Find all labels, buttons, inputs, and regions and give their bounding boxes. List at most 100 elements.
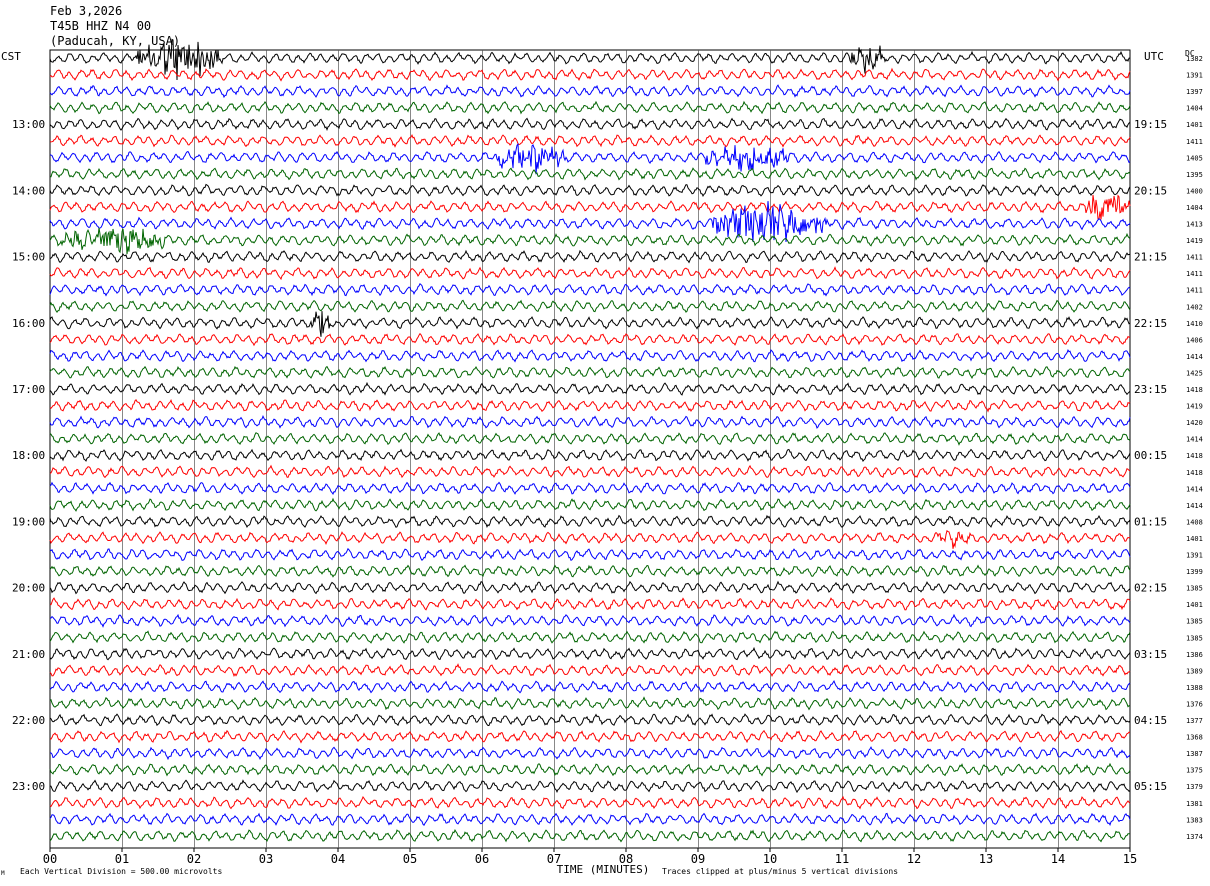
trace-46 <box>49 812 1131 827</box>
right-hour-label: 21:15 <box>1134 251 1167 264</box>
trace-16 <box>49 311 1131 337</box>
right-timezone-label: UTC <box>1144 50 1164 63</box>
x-tick-label: 04 <box>331 852 345 866</box>
trace-45 <box>49 795 1131 810</box>
trace-9 <box>49 194 1131 220</box>
dc-offset-label: 1401 <box>1186 535 1203 543</box>
trace-34 <box>49 613 1131 628</box>
clip-note: Traces clipped at plus/minus 5 vertical … <box>662 867 899 876</box>
dc-offset-label: 1379 <box>1186 783 1203 791</box>
trace-19 <box>49 365 1131 379</box>
dc-offset-label: 1418 <box>1186 386 1203 394</box>
dc-offset-label: 1399 <box>1186 568 1203 576</box>
dc-offset-label: 1400 <box>1186 187 1203 195</box>
trace-20 <box>49 381 1131 396</box>
trace-3 <box>49 100 1131 115</box>
right-hour-label: 19:15 <box>1134 118 1167 131</box>
dc-column-label: DC <box>1185 49 1195 58</box>
left-hour-label: 19:00 <box>12 515 45 528</box>
x-tick-label: 10 <box>763 852 777 866</box>
trace-13 <box>49 266 1131 281</box>
hour-labels: 1382 1391 1397 1404 1401 1411 1405 1395 1400 1404… <box>12 55 1203 841</box>
right-hour-label: 04:15 <box>1134 714 1167 727</box>
trace-37 <box>49 663 1131 678</box>
trace-0 <box>49 38 1131 81</box>
dc-offset-label: 1391 <box>1186 72 1203 80</box>
x-tick-label: 12 <box>907 852 921 866</box>
trace-40 <box>49 713 1131 727</box>
x-tick-label: 11 <box>835 852 849 866</box>
trace-6 <box>49 142 1131 175</box>
trace-10 <box>49 201 1131 243</box>
dc-offset-label: 1377 <box>1186 717 1203 725</box>
left-hour-label: 13:00 <box>12 118 45 131</box>
x-tick-label: 03 <box>259 852 273 866</box>
trace-22 <box>49 415 1131 429</box>
x-tick-label: 06 <box>475 852 489 866</box>
trace-8 <box>49 183 1131 197</box>
dc-offset-label: 1389 <box>1186 667 1203 675</box>
dc-offset-label: 1388 <box>1186 684 1203 692</box>
plot-frame <box>49 49 1131 849</box>
left-timezone-label: CST <box>1 50 21 63</box>
trace-38 <box>49 680 1131 694</box>
dc-offset-label: 1376 <box>1186 700 1203 708</box>
dc-offset-label: 1414 <box>1186 485 1203 493</box>
trace-21 <box>49 398 1131 413</box>
x-tick-label: 08 <box>619 852 633 866</box>
location-label: (Paducah, KY, USA) <box>50 34 181 48</box>
right-hour-label: 00:15 <box>1134 449 1167 462</box>
dc-offset-label: 1408 <box>1186 518 1203 526</box>
trace-44 <box>49 779 1131 794</box>
dc-offset-label: 1419 <box>1186 237 1203 245</box>
station-label: T45B HHZ N4 00 <box>50 19 152 33</box>
trace-17 <box>49 332 1131 347</box>
dc-offset-label: 1381 <box>1186 800 1203 808</box>
right-hour-label: 20:15 <box>1134 184 1167 197</box>
trace-7 <box>49 167 1131 181</box>
dc-offset-label: 1410 <box>1186 320 1203 328</box>
dc-offset-label: 1418 <box>1186 452 1203 460</box>
trace-23 <box>49 432 1131 446</box>
dc-offset-label: 1375 <box>1186 767 1203 775</box>
dc-offset-label: 1401 <box>1186 121 1203 129</box>
dc-offset-label: 1397 <box>1186 88 1203 96</box>
trace-2 <box>49 84 1131 99</box>
left-hour-label: 15:00 <box>12 251 45 264</box>
dc-offset-label: 1374 <box>1186 833 1203 841</box>
trace-24 <box>49 448 1131 462</box>
dc-offset-label: 1387 <box>1186 750 1203 758</box>
x-tick-label: 14 <box>1051 852 1065 866</box>
trace-33 <box>49 597 1131 611</box>
trace-32 <box>49 580 1131 595</box>
trace-31 <box>49 564 1131 578</box>
trace-25 <box>49 464 1131 479</box>
dc-offset-label: 1395 <box>1186 171 1203 179</box>
x-tick-label: 09 <box>691 852 705 866</box>
left-hour-label: 14:00 <box>12 184 45 197</box>
dc-offset-label: 1406 <box>1186 336 1203 344</box>
dc-offset-label: 1411 <box>1186 254 1203 262</box>
dc-offset-label: 1419 <box>1186 403 1203 411</box>
dc-offset-label: 1413 <box>1186 221 1203 229</box>
right-hour-label: 03:15 <box>1134 648 1167 661</box>
dc-offset-label: 1420 <box>1186 419 1203 427</box>
scale-note: Each Vertical Division = 500.00 microvol… <box>20 867 223 876</box>
seismic-traces <box>49 38 1131 843</box>
minute-grid <box>49 49 1131 849</box>
trace-27 <box>49 497 1131 512</box>
dc-offset-label: 1404 <box>1186 204 1203 212</box>
x-axis-label: TIME (MINUTES) <box>557 863 650 876</box>
dc-offset-label: 1391 <box>1186 552 1203 560</box>
dc-offset-label: 1402 <box>1186 303 1203 311</box>
dc-offset-label: 1418 <box>1186 469 1203 477</box>
dc-offset-label: 1401 <box>1186 601 1203 609</box>
dc-offset-label: 1385 <box>1186 618 1203 626</box>
trace-43 <box>49 762 1131 777</box>
right-hour-label: 01:15 <box>1134 515 1167 528</box>
dc-offset-label: 1404 <box>1186 105 1203 113</box>
left-hour-label: 21:00 <box>12 648 45 661</box>
x-tick-label: 02 <box>187 852 201 866</box>
dc-offset-label: 1385 <box>1186 634 1203 642</box>
trace-42 <box>49 746 1131 761</box>
